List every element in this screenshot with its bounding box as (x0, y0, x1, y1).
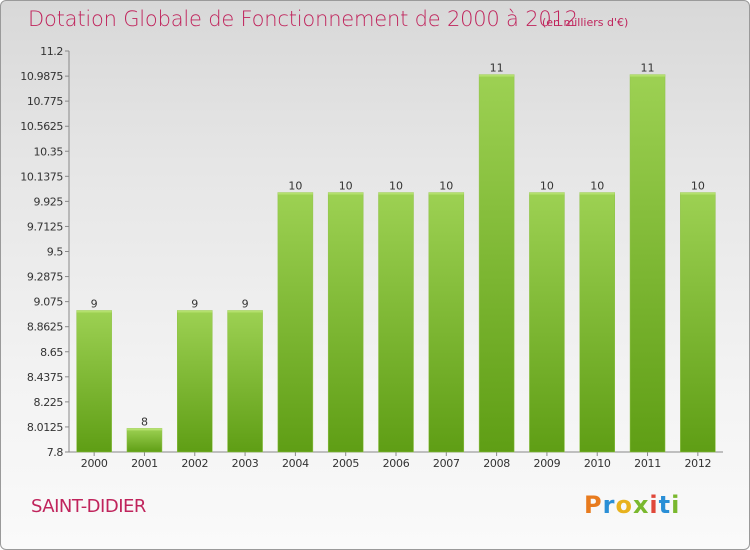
bar-highlight (126, 428, 162, 431)
bar-highlight (328, 192, 364, 195)
y-tick-label: 10.1375 (20, 170, 63, 183)
y-tick-label: 8.65 (40, 346, 63, 359)
bar (529, 192, 565, 453)
data-label: 10 (691, 180, 705, 193)
data-label: 10 (339, 180, 353, 193)
y-tick-label: 9.7125 (27, 220, 63, 233)
data-label: 11 (490, 62, 504, 75)
logo-letter: i (671, 491, 681, 519)
bar-highlight (529, 192, 565, 195)
bar (378, 192, 414, 453)
bar (428, 192, 465, 453)
commune-name: SAINT-DIDIER (31, 496, 146, 517)
bars (76, 74, 716, 453)
data-label: 10 (288, 180, 302, 193)
bar (177, 310, 213, 453)
y-tick-label: 8.8625 (27, 321, 63, 334)
bar (327, 192, 364, 453)
y-tick-label: 8.0125 (27, 421, 63, 434)
bar-highlight (579, 192, 615, 195)
logo-letter: i (649, 491, 659, 519)
y-tick-label: 10.35 (34, 145, 64, 158)
bar-highlight (378, 192, 414, 195)
proxiti-logo[interactable]: Proxiti (584, 491, 680, 519)
data-label: 10 (590, 180, 604, 193)
y-tick-label: 10.9875 (20, 70, 63, 83)
bar (76, 310, 112, 453)
bar (478, 74, 515, 453)
logo-letter: P (584, 491, 603, 519)
data-label: 11 (641, 62, 655, 75)
x-tick-label: 2006 (383, 457, 410, 470)
bar (227, 310, 263, 453)
data-label: 10 (389, 180, 403, 193)
y-tick-label: 10.5625 (20, 120, 63, 133)
data-label: 9 (91, 297, 98, 310)
bar-highlight (277, 192, 313, 195)
logo-letter: t (658, 491, 672, 519)
x-tick-label: 2010 (584, 457, 611, 470)
x-tick-label: 2011 (634, 457, 661, 470)
data-label: 10 (439, 180, 453, 193)
data-label: 10 (540, 180, 554, 193)
bar (680, 192, 716, 453)
logo-letter: o (615, 491, 633, 519)
logo-letter: x (632, 491, 650, 519)
bar-highlight (680, 192, 716, 195)
x-tick-label: 2001 (131, 457, 158, 470)
x-axis: 2000 2001 2002 2003 2004 2005 2006 2007 2008 2009… (69, 451, 723, 470)
data-labels: 9 8 9 9 10 10 10 10 11 10 10 11 10 (91, 62, 705, 429)
x-tick-label: 2007 (433, 457, 460, 470)
bar-highlight (227, 310, 263, 313)
bar (629, 74, 666, 453)
bar (126, 428, 163, 453)
y-tick-label: 9.925 (34, 195, 64, 208)
bar-highlight (630, 74, 666, 77)
x-tick-label: 2012 (684, 457, 711, 470)
y-tick-label: 11.2 (40, 45, 63, 58)
data-label: 8 (141, 415, 148, 428)
y-tick-label: 9.5 (47, 246, 64, 259)
x-tick-label: 2003 (232, 457, 259, 470)
bar-highlight (479, 74, 515, 77)
y-axis: 7.8 8.0125 8.225 8.4375 8.65 8.8625 9.075 9.287… (20, 45, 70, 459)
y-tick-label: 8.4375 (27, 371, 63, 384)
y-tick-label: 9.075 (34, 296, 64, 309)
x-tick-label: 2000 (81, 457, 108, 470)
x-tick-label: 2009 (534, 457, 561, 470)
x-tick-label: 2004 (282, 457, 309, 470)
chart-title: Dotation Globale de Fonctionnement de 20… (28, 7, 578, 31)
bar (277, 192, 314, 453)
y-tick-label: 7.8 (47, 446, 64, 459)
bar-highlight (428, 192, 464, 195)
y-tick-label: 10.775 (27, 95, 63, 108)
logo-letter: r (602, 491, 616, 519)
chart-subtitle: (en milliers d'€) (542, 16, 629, 29)
y-tick-label: 8.225 (34, 396, 64, 409)
y-tick-label: 9.2875 (27, 271, 63, 284)
bar-highlight (177, 310, 213, 313)
bar (579, 192, 615, 453)
data-label: 9 (242, 297, 249, 310)
bar-highlight (76, 310, 112, 313)
x-tick-label: 2002 (181, 457, 208, 470)
x-tick-label: 2005 (332, 457, 359, 470)
x-tick-label: 2008 (483, 457, 510, 470)
data-label: 9 (191, 297, 198, 310)
